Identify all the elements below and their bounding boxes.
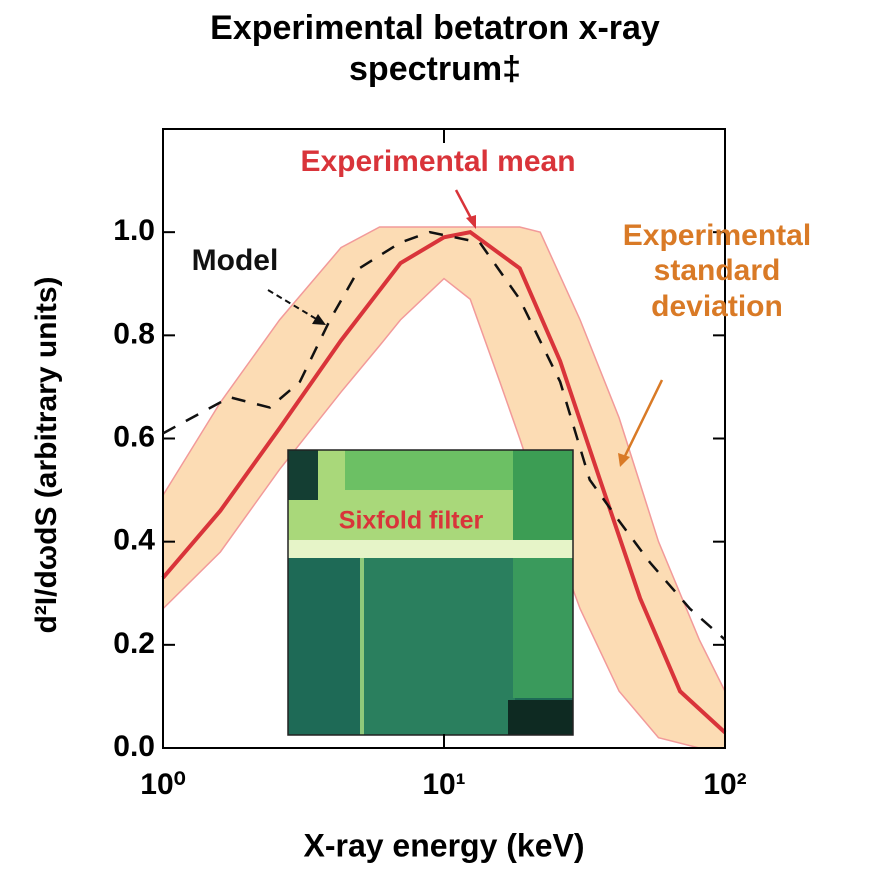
mean-line <box>161 230 727 734</box>
arrow <box>454 189 475 223</box>
model-line <box>162 230 726 641</box>
inset-image <box>287 449 574 736</box>
chart-title: Experimental betatron x-ray spectrum‡ <box>210 9 660 88</box>
inset-label: Sixfold filter <box>339 507 484 535</box>
y-tick-label: 0.8 <box>113 317 155 350</box>
y-axis-label: d²I/dωdS (arbitrary units) <box>30 276 63 633</box>
y-tick-label: 0.2 <box>113 627 155 660</box>
band-edge <box>162 277 725 749</box>
annotation: Experimental mean <box>300 145 576 178</box>
x-tick-label: 10² <box>703 768 746 801</box>
band-edge <box>162 226 726 692</box>
arrowhead <box>466 215 476 229</box>
x-axis-label: X-ray energy (keV) <box>303 827 584 863</box>
annotation: Model <box>191 244 279 277</box>
arrowhead <box>618 453 630 467</box>
x-tick-label: 10⁰ <box>140 768 185 801</box>
y-tick-label: 0.6 <box>113 420 155 453</box>
x-tick-label: 10¹ <box>422 768 465 801</box>
arrow <box>622 379 664 459</box>
y-tick-label: 1.0 <box>113 214 155 247</box>
y-tick-label: 0.4 <box>113 524 155 557</box>
arrowhead <box>312 314 326 325</box>
y-tick-label: 0.0 <box>113 730 155 763</box>
annotation: Experimental standard deviation <box>622 219 812 323</box>
